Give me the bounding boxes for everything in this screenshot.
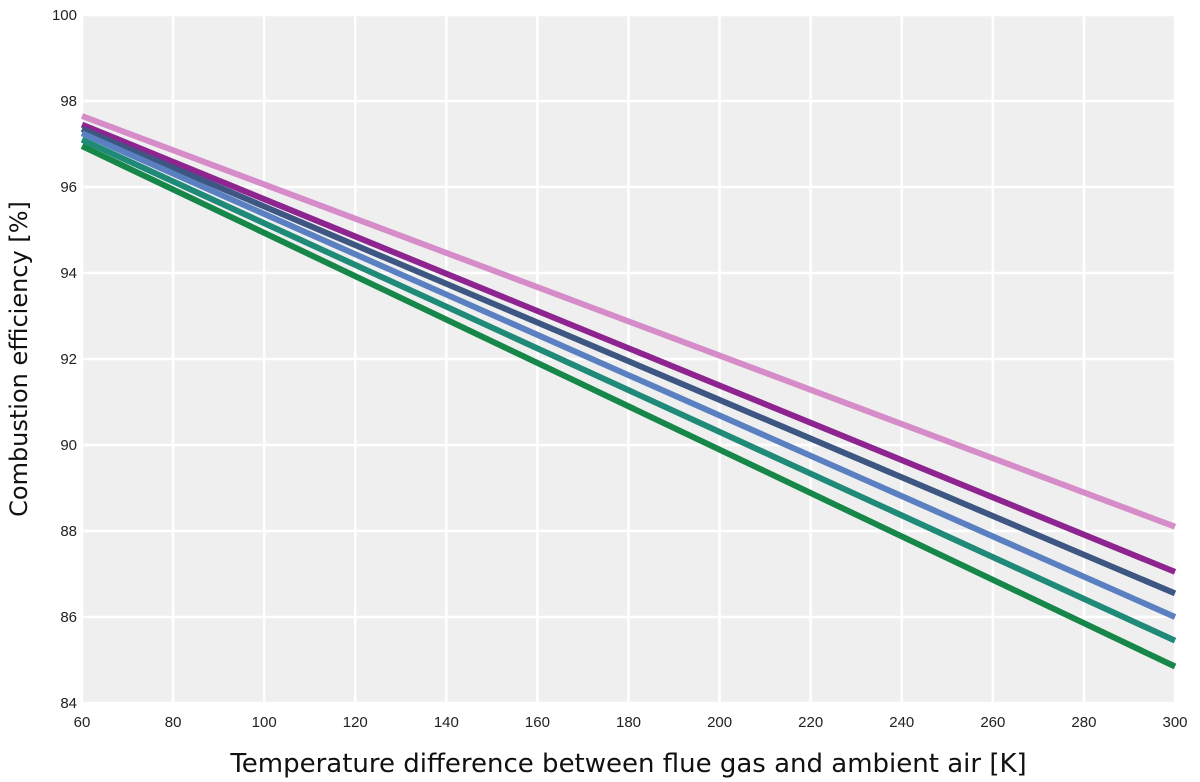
- x-tick-label: 100: [252, 714, 277, 731]
- x-tick-labels: 60 80 100 120 140 160 180 200 220 240 260 280 300: [74, 714, 1188, 731]
- series-line-4: [80, 130, 1177, 620]
- x-tick-label: 80: [165, 714, 182, 731]
- y-tick-label: 88: [60, 523, 77, 540]
- y-tick-label: 100: [52, 7, 77, 24]
- y-tick-label: 90: [60, 437, 77, 454]
- x-tick-label: 120: [343, 714, 368, 731]
- x-tick-label: 280: [1071, 714, 1096, 731]
- y-tick-label: 96: [60, 179, 77, 196]
- series-layer: [80, 113, 1177, 670]
- series-line-5: [80, 136, 1177, 644]
- y-tick-label: 98: [60, 93, 77, 110]
- x-axis-title: Temperature difference between flue gas …: [229, 749, 1026, 779]
- x-tick-label: 140: [434, 714, 459, 731]
- y-tick-label: 86: [60, 609, 77, 626]
- y-axis-title: Combustion efficiency [%]: [5, 201, 33, 517]
- x-tick-label: 180: [616, 714, 641, 731]
- y-tick-labels: 84 86 88 90 92 94 96 98 100: [52, 7, 77, 712]
- series-line-2: [80, 121, 1177, 575]
- y-tick-label: 92: [60, 351, 77, 368]
- x-tick-label: 60: [74, 714, 91, 731]
- grid-lines: [80, 13, 1177, 705]
- x-tick-label: 200: [707, 714, 732, 731]
- series-line-3: [80, 126, 1177, 597]
- x-tick-label: 300: [1162, 714, 1187, 731]
- series-line-6: [80, 143, 1177, 670]
- x-tick-label: 240: [889, 714, 914, 731]
- x-tick-label: 160: [525, 714, 550, 731]
- y-tick-label: 94: [60, 265, 77, 282]
- x-tick-label: 260: [980, 714, 1005, 731]
- x-tick-label: 220: [798, 714, 823, 731]
- series-line-1: [80, 113, 1177, 530]
- y-tick-label: 84: [60, 695, 77, 712]
